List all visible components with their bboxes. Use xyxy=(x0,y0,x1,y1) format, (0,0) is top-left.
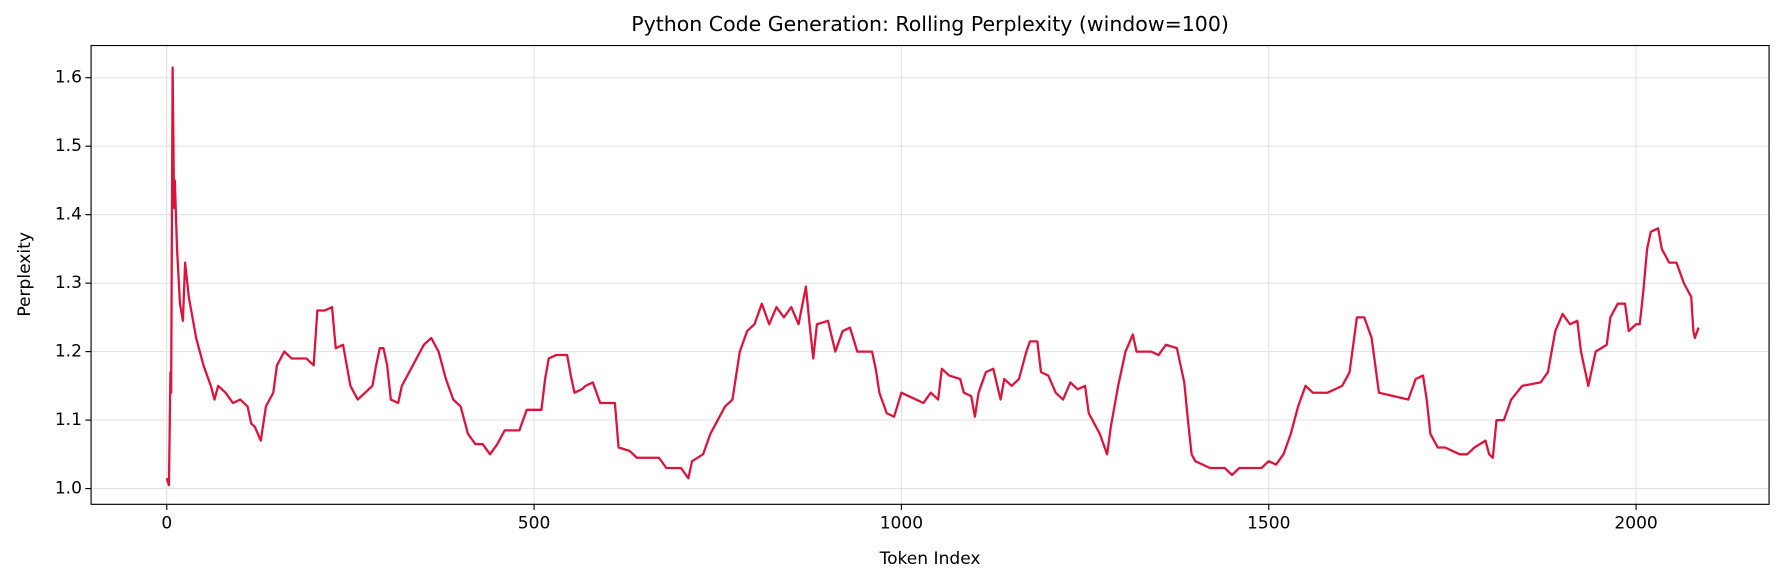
y-tick-label: 1.3 xyxy=(55,273,82,293)
chart-title: Python Code Generation: Rolling Perplexi… xyxy=(631,12,1229,36)
x-tick-label: 500 xyxy=(518,514,551,534)
y-tick-label: 1.4 xyxy=(55,205,82,225)
y-tick-label: 1.5 xyxy=(55,136,82,156)
x-tick-label: 1000 xyxy=(880,514,923,534)
x-tick-label: 2000 xyxy=(1614,514,1657,534)
y-tick-label: 1.0 xyxy=(55,479,82,499)
data-line xyxy=(165,66,1700,487)
x-tick-label: 1500 xyxy=(1247,514,1290,534)
x-tick-label: 0 xyxy=(161,514,172,534)
x-axis-label: Token Index xyxy=(879,549,981,569)
y-tick-label: 1.2 xyxy=(55,342,82,362)
y-tick-label: 1.1 xyxy=(55,410,82,430)
y-tick-label: 1.6 xyxy=(55,68,82,88)
y-axis-label: Perplexity xyxy=(15,232,35,317)
plot-frame xyxy=(90,44,1770,505)
